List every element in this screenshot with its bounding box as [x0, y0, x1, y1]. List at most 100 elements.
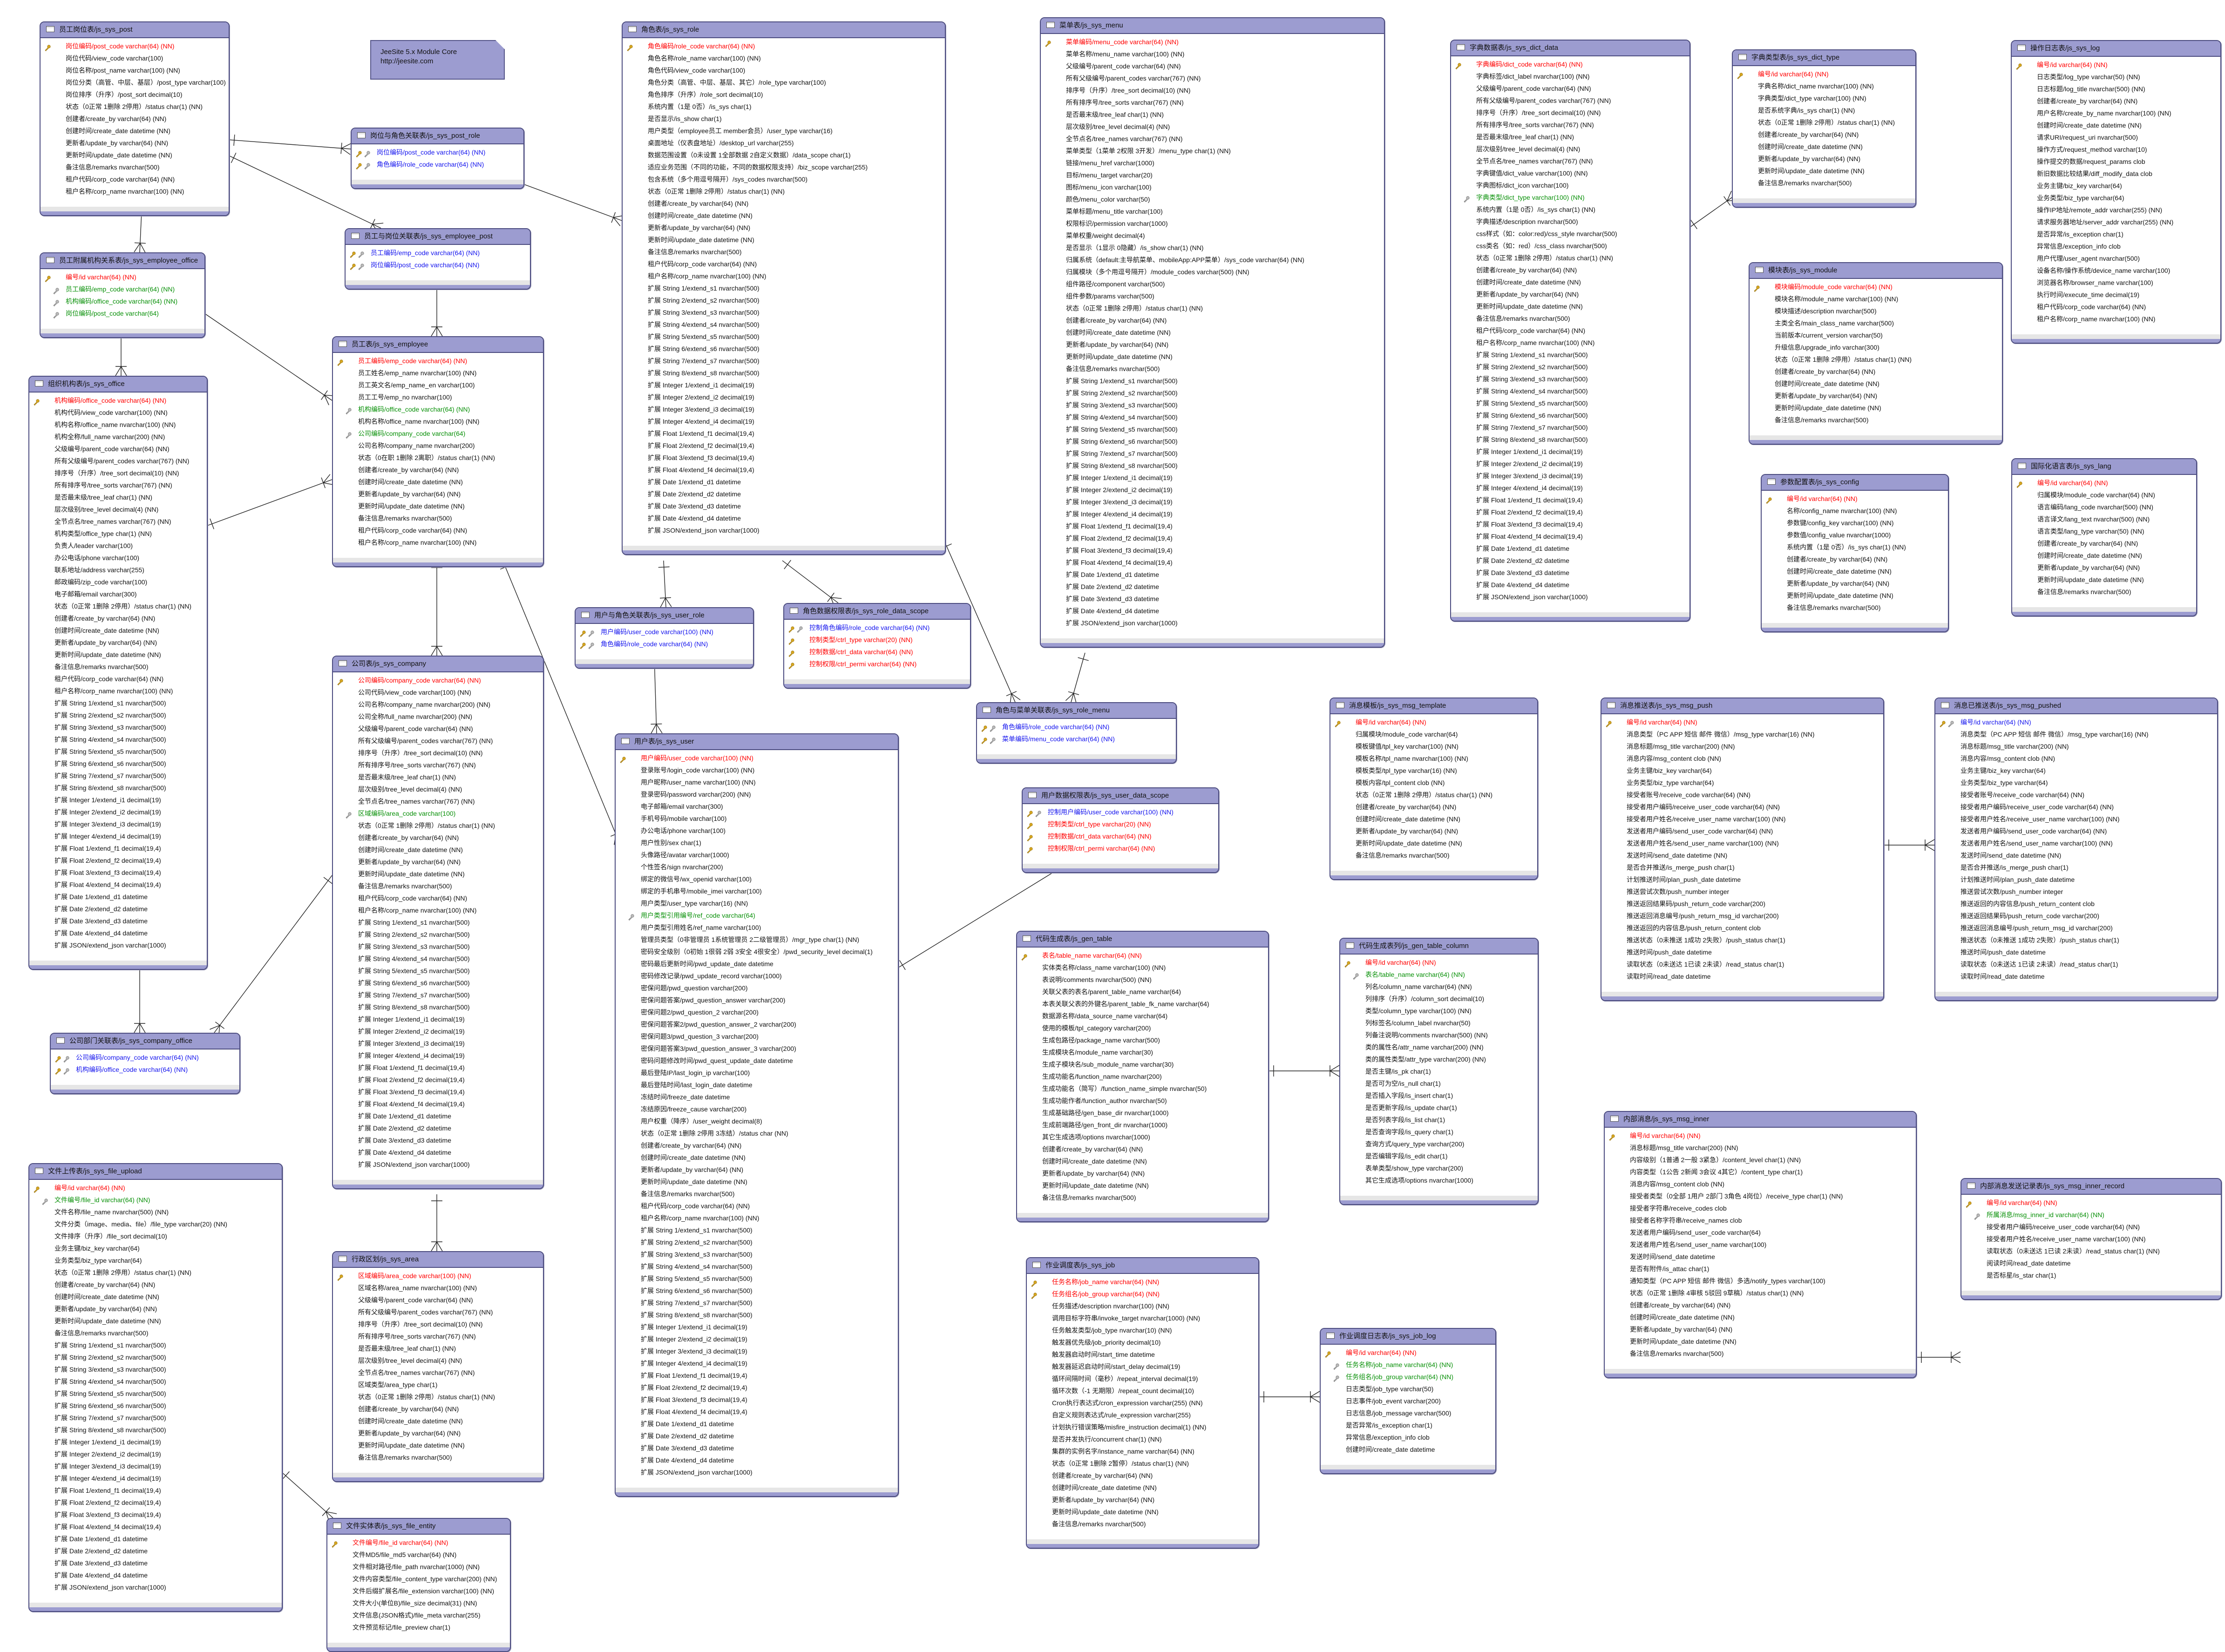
table-header[interactable]: 菜单表/js_sys_menu: [1041, 18, 1384, 34]
table-header[interactable]: 角色与菜单关联表/js_sys_role_menu: [977, 703, 1176, 719]
column: 岗位分类（高管、中层、基层）/post_type varchar(100): [41, 76, 229, 88]
primary-key-icon: [788, 661, 794, 667]
table-header[interactable]: 消息模板/js_sys_msg_template: [1330, 698, 1537, 714]
table-header[interactable]: 作业调度日志表/js_sys_job_log: [1321, 1329, 1495, 1345]
primary-key-icon: [1344, 959, 1350, 966]
column-text: 编号/id varchar(64) (NN): [1787, 495, 1858, 502]
column-text: 扩展 Float 1/extend_f1 decimal(19,4): [54, 845, 161, 852]
table-header[interactable]: 行政区划/js_sys_area: [333, 1252, 543, 1268]
table-header[interactable]: 内部消息发送记录表/js_sys_msg_inner_record: [1961, 1179, 2221, 1195]
note-url: http://jeesite.com: [380, 57, 495, 66]
table-header[interactable]: 作业调度表/js_sys_job: [1027, 1258, 1258, 1274]
table-header[interactable]: 消息推送表/js_sys_msg_push: [1601, 698, 1883, 714]
table-header[interactable]: 角色数据权限表/js_sys_role_data_scope: [784, 604, 970, 620]
column: 扩展 Date 2/extend_d2 datetime: [333, 1122, 543, 1134]
table-header[interactable]: 员工附属机构关系表/js_sys_employee_office: [41, 253, 204, 269]
primary-key-column: 控制数据/ctrl_data varchar(64) (NN): [1023, 830, 1218, 842]
table-header[interactable]: 岗位与角色关联表/js_sys_post_role: [352, 129, 523, 144]
column: 创建者/create_by varchar(64) (NN): [333, 832, 543, 844]
table-header[interactable]: 组织机构表/js_sys_office: [29, 377, 207, 393]
table-header[interactable]: 文件上传表/js_sys_file_upload: [29, 1164, 282, 1180]
column: 图标/menu_icon varchar(100): [1041, 181, 1384, 193]
table-header[interactable]: 公司部门关联表/js_sys_company_office: [51, 1034, 239, 1049]
table-header[interactable]: 用户表/js_sys_user: [616, 734, 898, 750]
table-title: 角色数据权限表/js_sys_role_data_scope: [803, 607, 929, 615]
table-header[interactable]: 内部消息/js_sys_msg_inner: [1605, 1112, 1916, 1128]
table-header[interactable]: 参数配置表/js_sys_config: [1762, 475, 1948, 491]
column-text: 最后登陆时间/last_login_date datetime: [641, 1081, 753, 1089]
table-header[interactable]: 角色表/js_sys_role: [623, 22, 945, 38]
table-header[interactable]: 员工表/js_sys_employee: [333, 337, 543, 353]
column-text: 公司编码/company_code varchar(64) (NN): [76, 1054, 199, 1061]
column-text: 名称/config_name nvarchar(100) (NN): [1787, 507, 1897, 515]
table-header[interactable]: 模块表/js_sys_module: [1750, 263, 2002, 279]
table-header[interactable]: 员工岗位表/js_sys_post: [41, 22, 229, 38]
column-text: 扩展 Date 1/extend_d1 datetime: [54, 1535, 148, 1543]
relationship-line: [1689, 196, 1735, 228]
column: 类的属性名/attr_name varchar(200) (NN): [1340, 1041, 1538, 1053]
table-js-sys-config[interactable]: 参数配置表/js_sys_config 编号/id varchar(64) (NN…: [1761, 474, 1949, 632]
column-text: 发送者用户编码/send_user_code varchar(64): [1630, 1229, 1761, 1236]
column: 扩展 JSON/extend_json varchar(1000): [1451, 591, 1689, 603]
column-text: 归属系统（default:主导航菜单、mobileApp:APP菜单）/sys_…: [1066, 256, 1304, 264]
table-header[interactable]: 字典类型表/js_sys_dict_type: [1733, 50, 1915, 66]
table-header[interactable]: 用户数据权限表/js_sys_user_data_scope: [1023, 788, 1218, 804]
table-header[interactable]: 公司表/js_sys_company: [333, 657, 543, 672]
column: 发送时间/send_date datetime (NN): [1601, 849, 1883, 861]
column-text: 用户代理/user_agent nvarchar(500): [2037, 255, 2140, 262]
table-header[interactable]: 操作日志表/js_sys_log: [2012, 41, 2220, 57]
table-header[interactable]: 字典数据表/js_sys_dict_data: [1451, 41, 1689, 56]
column-text: 备注信息/remarks nvarchar(500): [358, 882, 452, 890]
table-js-sys-company-office[interactable]: 公司部门关联表/js_sys_company_office 公司编码/compan…: [50, 1033, 240, 1094]
table-header[interactable]: 员工与岗位关联表/js_sys_employee_post: [346, 229, 530, 245]
column-text: 文件分类（image、media、file）/file_type varchar…: [54, 1220, 227, 1228]
table-header[interactable]: 消息已推送表/js_sys_msg_pushed: [1935, 698, 2217, 714]
column: 创建者/create_by varchar(64) (NN): [1762, 553, 1948, 565]
table-footer-band: [333, 1477, 543, 1481]
column: 是否最末级/tree_leaf char(1) (NN): [333, 771, 543, 783]
column: 扩展 Float 1/extend_f1 decimal(19,4): [623, 427, 945, 440]
table-header[interactable]: 文件实体表/js_sys_file_entity: [327, 1519, 510, 1535]
table-header[interactable]: 用户与角色关联表/js_sys_user_role: [576, 608, 753, 624]
column: 字典标签/dict_label nvarchar(100) (NN): [1451, 70, 1689, 82]
table-header[interactable]: 国际化语言表/js_sys_lang: [2012, 459, 2196, 475]
column-text: 扩展 Integer 2/extend_i2 decimal(19): [648, 393, 754, 401]
column: 扩展 Integer 1/extend_i1 decimal(19): [1041, 472, 1384, 484]
table-header[interactable]: 代码生成表列/js_gen_table_column: [1340, 939, 1538, 955]
column: 扩展 Date 3/extend_d3 datetime: [623, 500, 945, 512]
table-header[interactable]: 代码生成表/js_gen_table: [1017, 932, 1268, 948]
column: 机构名称/office_name nvarchar(100) (NN): [29, 419, 207, 431]
column: 任务触发类型/job_type nvarchar(10) (NN): [1027, 1324, 1258, 1336]
